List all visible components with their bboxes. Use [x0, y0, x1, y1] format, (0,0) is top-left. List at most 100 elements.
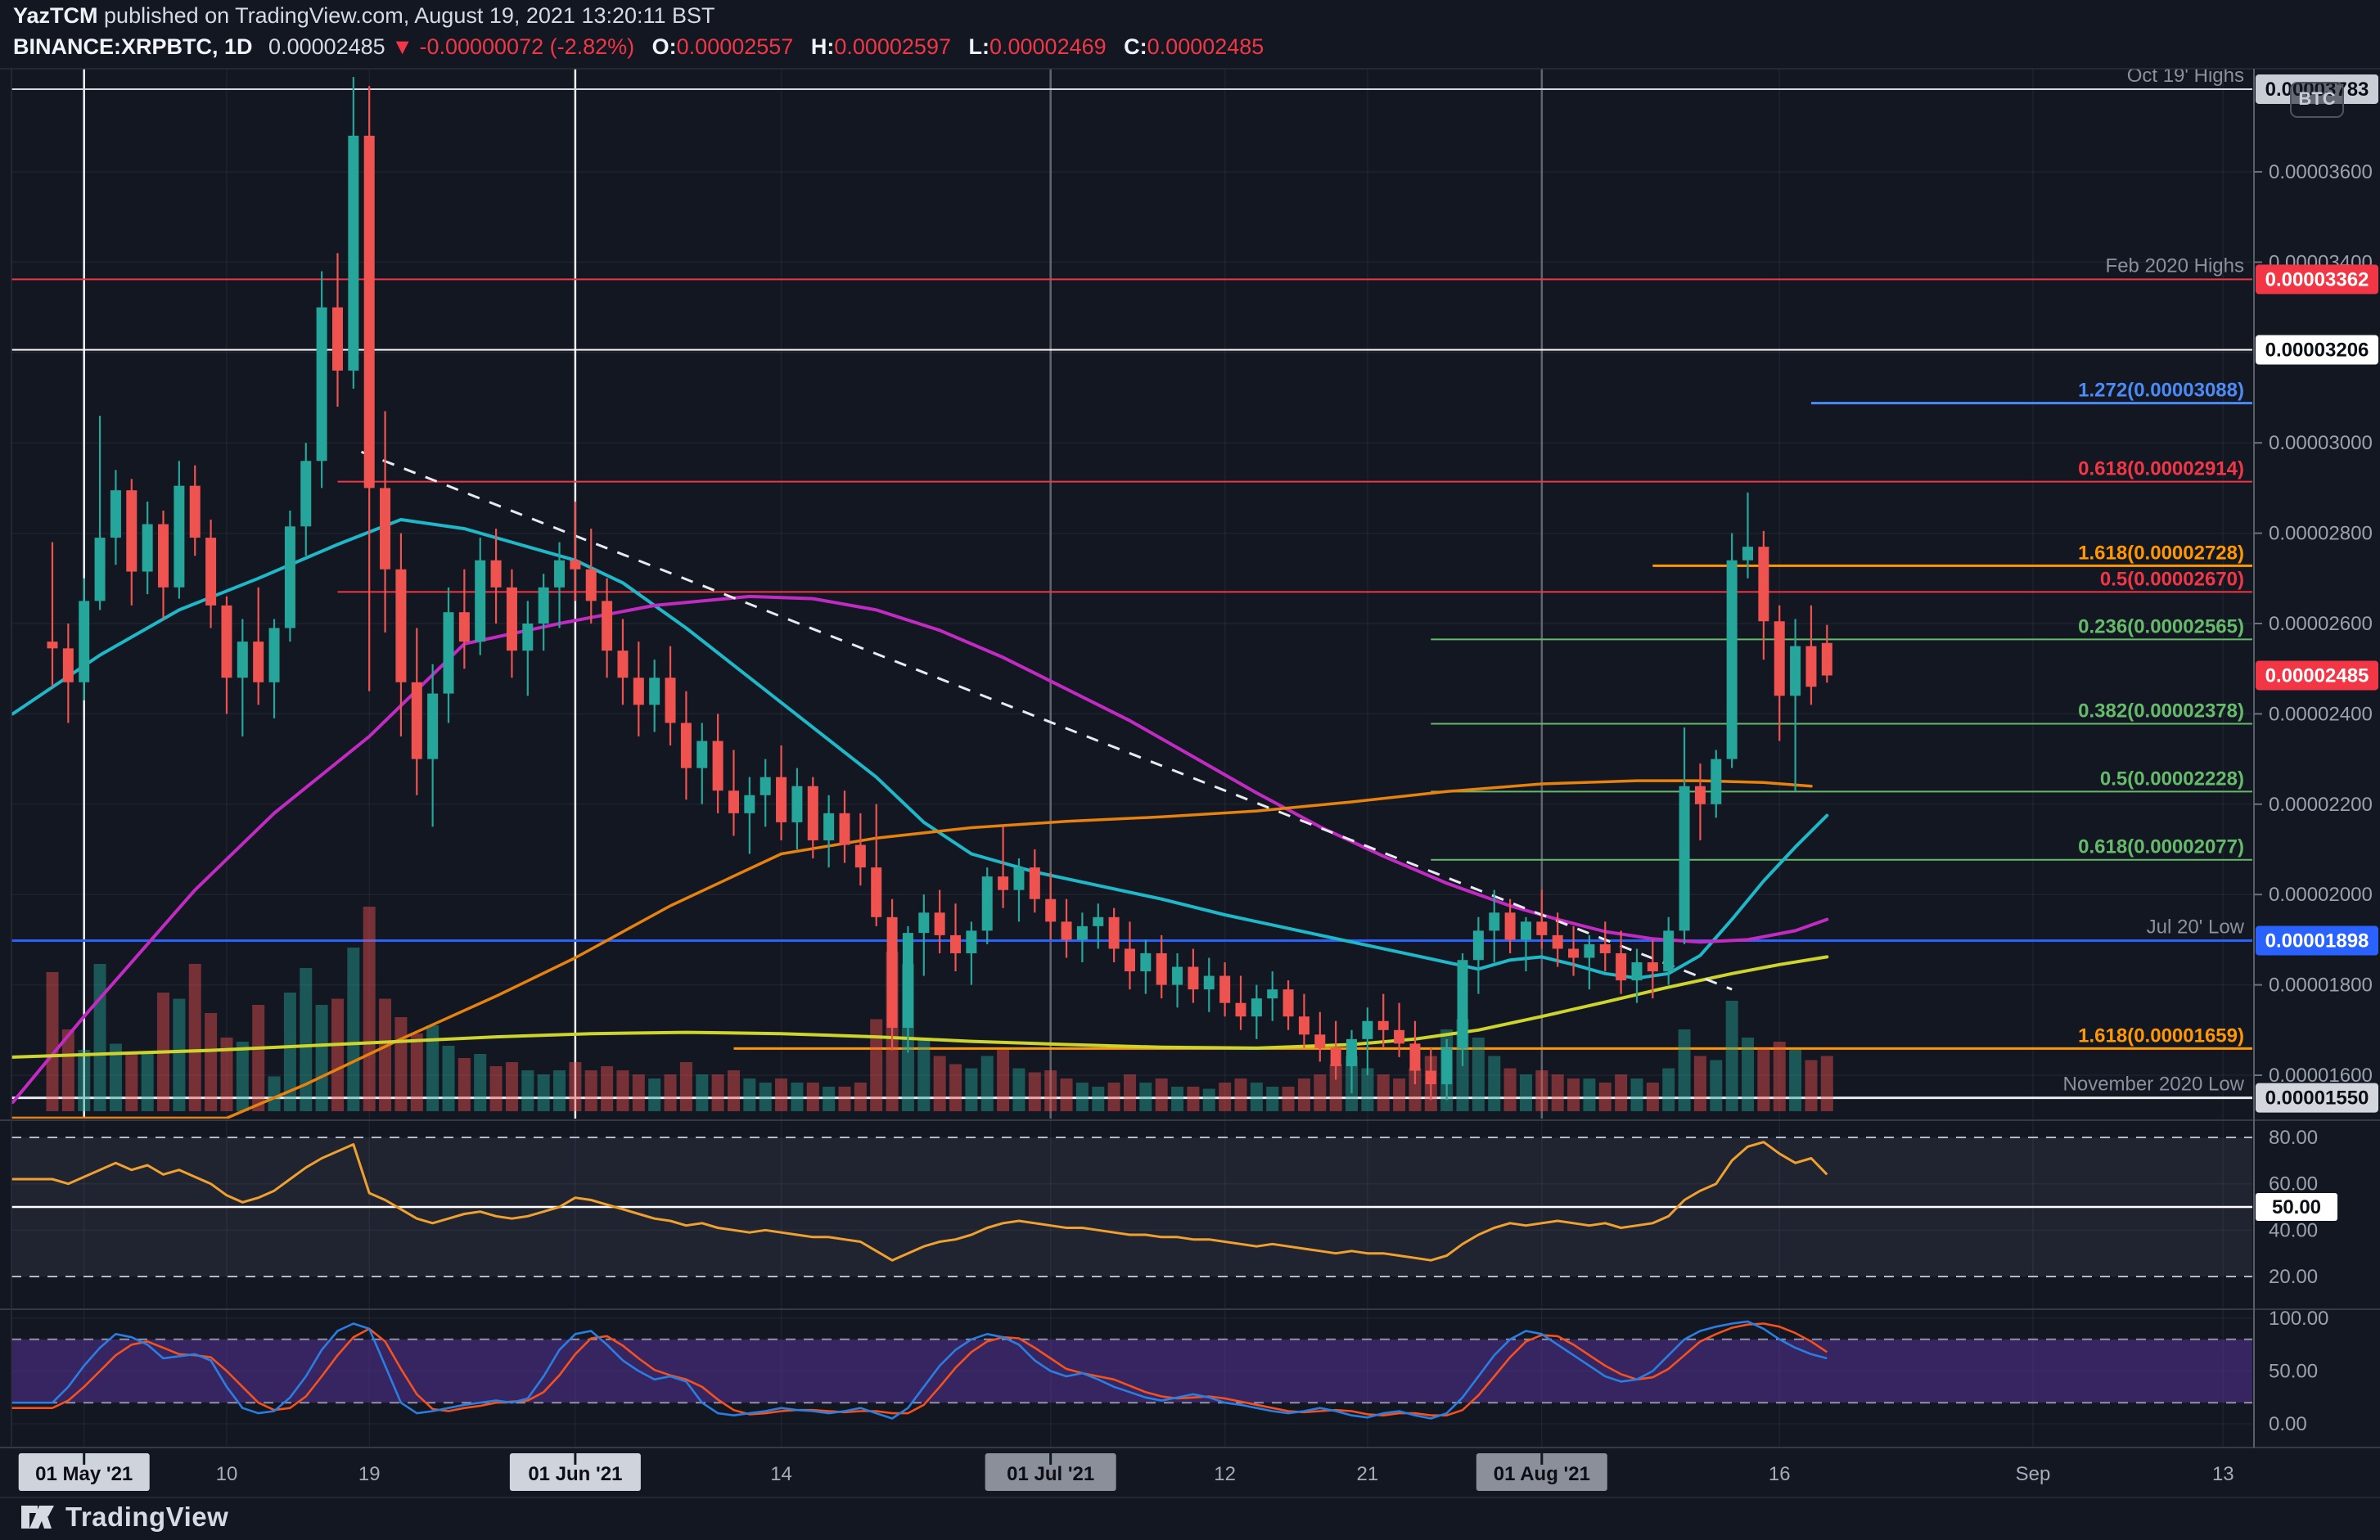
- volume-bar: [711, 1074, 724, 1111]
- candle: [1251, 998, 1262, 1017]
- candle: [490, 560, 502, 588]
- candle: [886, 916, 898, 1029]
- price-label-text: 0.00003362: [2265, 268, 2369, 290]
- volume-bar: [474, 1054, 487, 1111]
- symbol-row: BINANCE:XRPBTC, 1D 0.00002485 ▼ -0.00000…: [13, 34, 1264, 60]
- byline-text: published on TradingView.com, August 19,…: [97, 3, 715, 28]
- candle: [1694, 786, 1706, 804]
- candle: [998, 876, 1009, 890]
- candle: [1520, 921, 1531, 940]
- candle: [1647, 962, 1658, 972]
- byline-author[interactable]: YazTCM: [13, 3, 98, 28]
- candle: [316, 307, 327, 462]
- fib-label: 0.5(0.00002228): [2100, 768, 2244, 790]
- rsi-tick-label: 20.00: [2269, 1266, 2318, 1288]
- last-price: 0.00002485: [268, 34, 385, 59]
- volume-bar: [426, 1025, 439, 1111]
- tradingview-logo[interactable]: TradingView: [20, 1501, 228, 1533]
- candle: [649, 678, 660, 705]
- candle: [1346, 1038, 1358, 1066]
- volume-bar: [252, 1005, 265, 1111]
- volume-bar: [1693, 1056, 1706, 1111]
- candle: [1076, 925, 1088, 940]
- annotation-label: Jul 20' Low: [2147, 916, 2245, 939]
- symbol-title[interactable]: BINANCE:XRPBTC, 1D: [13, 34, 253, 59]
- volume-bar: [965, 1068, 978, 1111]
- volume-bar: [1028, 1072, 1041, 1111]
- candle: [823, 813, 835, 840]
- volume-bar: [648, 1078, 661, 1111]
- candle: [363, 135, 375, 489]
- rsi-tick-label: 60.00: [2269, 1173, 2318, 1196]
- volume-bar: [379, 998, 392, 1111]
- candle: [570, 560, 581, 570]
- volume-bar: [521, 1070, 534, 1111]
- volume-bar: [489, 1066, 503, 1111]
- volume-bar: [315, 1005, 328, 1111]
- volume-bar: [854, 1083, 867, 1111]
- candle: [158, 524, 169, 588]
- price-label-text: 0.00002485: [2265, 664, 2369, 687]
- volume-bar: [410, 1033, 423, 1111]
- candle: [1124, 948, 1135, 972]
- price-change: -0.00000072 (-2.82%): [419, 34, 635, 59]
- volume-bar: [980, 1056, 994, 1111]
- volume-bar: [1171, 1087, 1184, 1111]
- volume-bar: [1075, 1083, 1089, 1111]
- candle: [522, 624, 534, 651]
- close-value: 0.00002485: [1147, 34, 1264, 59]
- annotation-label: Oct 19' Highs: [2127, 65, 2244, 87]
- candle: [1790, 646, 1801, 696]
- candle: [950, 934, 962, 953]
- candle: [221, 605, 232, 678]
- time-tick-label: 01 May '21: [35, 1463, 133, 1485]
- volume-bar: [1488, 1056, 1501, 1111]
- candle: [1045, 898, 1057, 922]
- price-label-box: [2256, 335, 2378, 365]
- candle: [744, 795, 755, 813]
- stoch-tick-label: 100.00: [2269, 1308, 2328, 1330]
- candle: [1536, 921, 1548, 935]
- volume-bar: [1678, 1029, 1691, 1111]
- close-label: C:: [1124, 34, 1147, 59]
- volume-bar: [1646, 1083, 1659, 1111]
- time-tick-label: 21: [1357, 1463, 1379, 1485]
- volume-bar: [1820, 1056, 1833, 1111]
- volume-bar: [363, 907, 376, 1111]
- volume-bar: [61, 1029, 74, 1111]
- candle: [1330, 1047, 1341, 1066]
- candle: [871, 867, 882, 917]
- candle: [205, 538, 217, 606]
- candle: [776, 777, 787, 822]
- fib-label: 1.618(0.00002728): [2078, 542, 2244, 564]
- stoch-tick-label: 0.00: [2269, 1413, 2307, 1435]
- time-axis[interactable]: 01 May '21 10 19 01 Jun '21 14 01 Jul '21 12 21…: [18, 1453, 2234, 1491]
- currency-toggle-button[interactable]: BTC: [2290, 82, 2344, 118]
- candle: [728, 790, 739, 813]
- volume-bar: [870, 1019, 883, 1111]
- candle: [253, 642, 264, 682]
- volume-bar: [394, 1017, 408, 1111]
- time-label-box: [509, 1453, 641, 1491]
- volume-bar: [173, 998, 186, 1111]
- volume-bar: [537, 1074, 550, 1111]
- volume-bar: [1615, 1074, 1628, 1111]
- ma-yellow-line: [11, 955, 1829, 1059]
- candle: [458, 612, 470, 642]
- price-label-box: [2256, 1083, 2378, 1113]
- volume-bar: [838, 1087, 851, 1111]
- price-axis[interactable]: 0.000036000.000034000.000030000.00002800…: [2254, 74, 2378, 1435]
- volume-bar: [1773, 1042, 1786, 1111]
- candle: [1394, 1029, 1405, 1044]
- candle: [1616, 952, 1627, 981]
- volume-bar: [1219, 1083, 1232, 1111]
- volume-bar: [1551, 1074, 1564, 1111]
- high-value: 0.00002597: [834, 34, 951, 59]
- volume-bar: [1519, 1074, 1532, 1111]
- candle: [174, 485, 185, 588]
- candle: [1219, 975, 1231, 1003]
- volume-bar: [632, 1074, 645, 1111]
- price-label-box: [2256, 660, 2378, 691]
- time-label-box: [18, 1453, 150, 1491]
